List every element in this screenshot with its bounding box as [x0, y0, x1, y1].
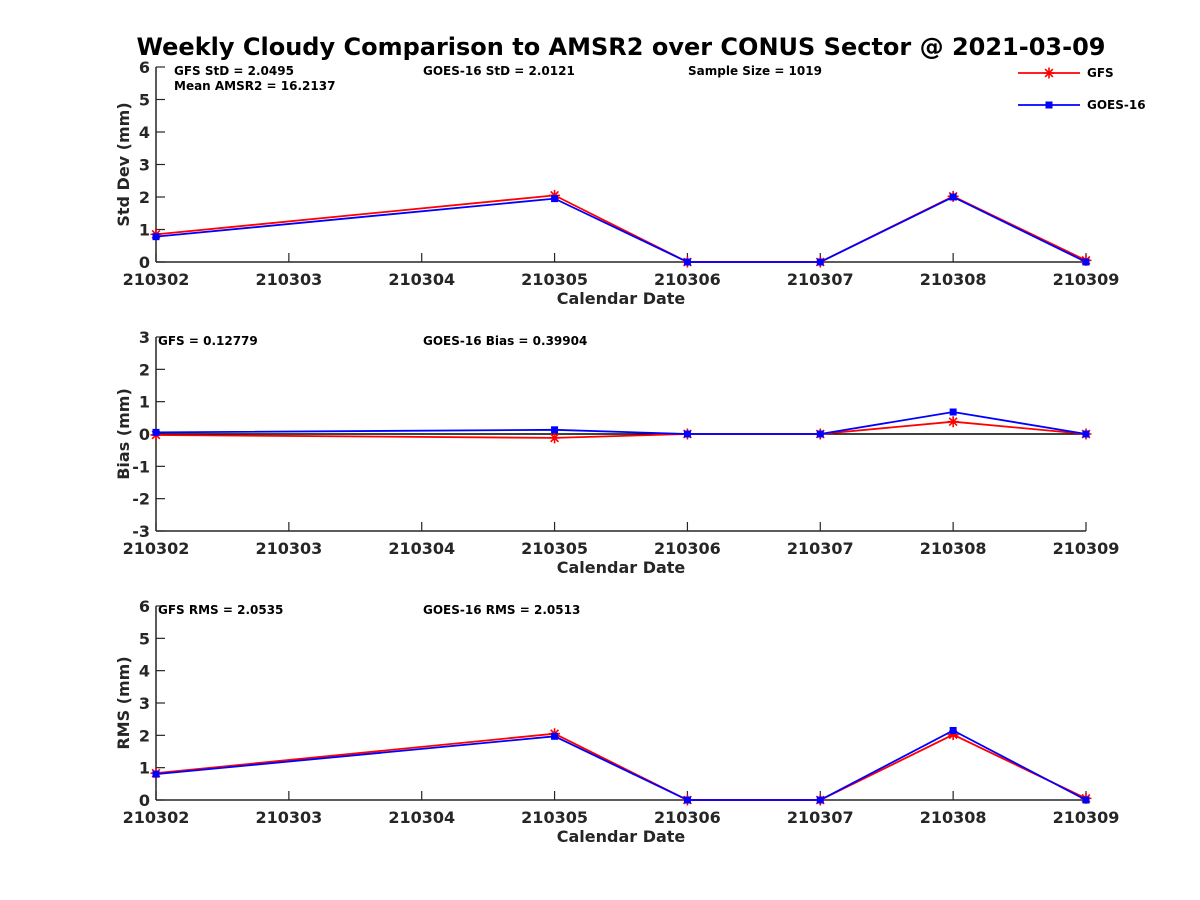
legend-label-gfs: GFS [1087, 66, 1114, 80]
data-point-gfs [947, 729, 959, 741]
std-dev-panel: 210302 210303 210304 210305 210306 210307 2103… [114, 58, 1119, 308]
data-point-goes-16 [683, 430, 691, 438]
x-tick-label: 210306 [654, 270, 721, 289]
data-point-goes-16 [683, 796, 691, 804]
data-point-goes-16 [683, 258, 691, 266]
stat-annotation: GFS = 0.12779 [158, 334, 258, 348]
legend-marker-goes-16 [1045, 101, 1053, 109]
y-tick-label: 3 [139, 694, 150, 713]
y-tick-label: 4 [139, 123, 150, 142]
stat-annotation: GOES-16 Bias = 0.39904 [423, 334, 587, 348]
data-point-goes-16 [1082, 430, 1090, 438]
data-point-goes-16 [816, 430, 824, 438]
y-tick-label: -2 [132, 490, 150, 509]
data-point-goes-16 [551, 426, 559, 434]
data-point-gfs [947, 416, 959, 428]
y-axis-label: RMS (mm) [114, 656, 133, 749]
y-tick-label: -1 [132, 457, 150, 476]
y-tick-label: 6 [139, 58, 150, 77]
x-axis-label: Calendar Date [557, 558, 686, 577]
x-tick-label: 210303 [255, 539, 322, 558]
x-tick-label: 210309 [1053, 270, 1120, 289]
rms-panel: 210302 210303 210304 210305 210306 210307 2103… [114, 597, 1119, 846]
stat-annotation: GFS RMS = 2.0535 [158, 603, 283, 617]
x-tick-label: 210306 [654, 808, 721, 827]
x-tick-label: 210304 [388, 270, 455, 289]
y-tick-label: -3 [132, 522, 150, 541]
series-line-gfs [155, 194, 1087, 263]
legend-marker-gfs [1043, 67, 1055, 79]
data-point-goes-16 [551, 732, 559, 740]
y-tick-label: 1 [139, 221, 150, 240]
x-tick-label: 210305 [521, 539, 588, 558]
y-tick-label: 1 [139, 759, 150, 778]
data-point-goes-16 [949, 408, 957, 416]
y-tick-label: 0 [139, 253, 150, 272]
series-line-gfs [155, 732, 1087, 801]
stat-annotation: Sample Size = 1019 [688, 64, 822, 78]
x-tick-label: 210308 [920, 270, 987, 289]
legend: GFS GOES-16 [1018, 66, 1146, 112]
x-tick-label: 210308 [920, 808, 987, 827]
figure-title: Weekly Cloudy Comparison to AMSR2 over C… [137, 33, 1106, 61]
data-point-goes-16 [152, 233, 160, 241]
data-point-gfs [549, 432, 561, 444]
data-point-goes-16 [551, 195, 559, 203]
x-tick-label: 210304 [388, 808, 455, 827]
y-axis-label: Bias (mm) [114, 388, 133, 480]
x-tick-label: 210307 [787, 539, 854, 558]
x-tick-label: 210306 [654, 539, 721, 558]
stat-annotation: Mean AMSR2 = 16.2137 [174, 79, 335, 93]
y-tick-label: 2 [139, 360, 150, 379]
y-tick-label: 5 [139, 91, 150, 110]
x-tick-label: 210305 [521, 270, 588, 289]
legend-label-goes-16: GOES-16 [1087, 98, 1146, 112]
x-tick-label: 210307 [787, 270, 854, 289]
y-tick-label: 2 [139, 188, 150, 207]
x-axis-label: Calendar Date [557, 289, 686, 308]
y-axis-label: Std Dev (mm) [114, 102, 133, 226]
series-line-goes-16 [155, 729, 1087, 801]
y-tick-label: 3 [139, 156, 150, 175]
y-tick-label: 2 [139, 726, 150, 745]
x-tick-label: 210309 [1053, 808, 1120, 827]
x-tick-label: 210307 [787, 808, 854, 827]
y-tick-label: 3 [139, 328, 150, 347]
data-point-goes-16 [949, 726, 957, 734]
bias-panel: 210302 210303 210304 210305 210306 210307 2103… [114, 328, 1119, 577]
data-point-goes-16 [949, 193, 957, 201]
y-tick-label: 1 [139, 393, 150, 412]
x-tick-label: 210308 [920, 539, 987, 558]
x-tick-label: 210309 [1053, 539, 1120, 558]
y-tick-label: 5 [139, 629, 150, 648]
x-tick-label: 210304 [388, 539, 455, 558]
stat-annotation: GOES-16 StD = 2.0121 [423, 64, 575, 78]
series-line-goes-16 [155, 411, 1087, 435]
data-point-goes-16 [152, 770, 160, 778]
data-point-goes-16 [1082, 258, 1090, 266]
data-point-goes-16 [816, 796, 824, 804]
y-tick-label: 6 [139, 597, 150, 616]
stat-annotation: GFS StD = 2.0495 [174, 64, 294, 78]
y-tick-label: 0 [139, 791, 150, 810]
x-tick-label: 210303 [255, 808, 322, 827]
x-axis-label: Calendar Date [557, 827, 686, 846]
series-line-gfs [155, 420, 1087, 439]
stat-annotation: GOES-16 RMS = 2.0513 [423, 603, 580, 617]
series-line-goes-16 [155, 195, 1087, 263]
x-tick-label: 210305 [521, 808, 588, 827]
data-point-goes-16 [152, 428, 160, 436]
x-tick-label: 210302 [123, 539, 190, 558]
x-tick-label: 210302 [123, 808, 190, 827]
y-tick-label: 4 [139, 662, 150, 681]
data-point-goes-16 [1082, 796, 1090, 804]
data-point-goes-16 [816, 258, 824, 266]
x-tick-label: 210302 [123, 270, 190, 289]
x-tick-label: 210303 [255, 270, 322, 289]
y-tick-label: 0 [139, 425, 150, 444]
